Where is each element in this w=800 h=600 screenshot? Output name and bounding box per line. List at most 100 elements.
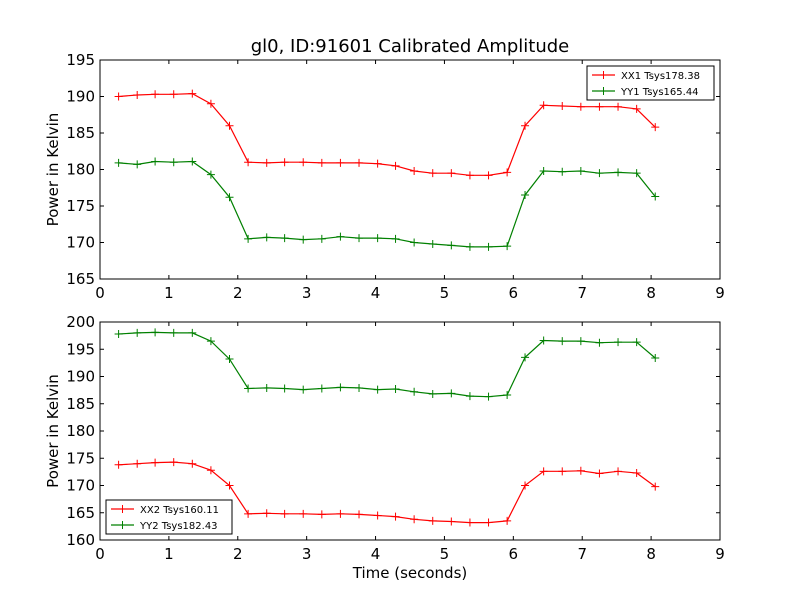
- y-tick-label: 165: [66, 504, 95, 522]
- y-tick-label: 170: [66, 477, 95, 495]
- data-point: [317, 384, 326, 393]
- data-point: [225, 481, 234, 490]
- data-point: [595, 469, 604, 478]
- data-point: [484, 242, 493, 251]
- data-point: [114, 460, 123, 469]
- data-point: [391, 512, 400, 521]
- data-point: [410, 387, 419, 396]
- data-point: [169, 158, 178, 167]
- data-point: [503, 168, 512, 177]
- data-point: [133, 91, 142, 100]
- x-tick-label: 2: [233, 284, 243, 302]
- data-point: [595, 169, 604, 178]
- x-tick-label: 3: [302, 284, 312, 302]
- data-point: [280, 234, 289, 243]
- x-tick-label: 3: [302, 545, 312, 563]
- data-point: [521, 121, 530, 130]
- data-point: [188, 328, 197, 337]
- data-point: [299, 235, 308, 244]
- y-tick-label: 195: [66, 340, 95, 358]
- chart-title: gl0, ID:91601 Calibrated Amplitude: [251, 36, 570, 57]
- data-point: [299, 158, 308, 167]
- data-point: [336, 232, 345, 241]
- data-point: [576, 166, 585, 175]
- data-point: [262, 158, 271, 167]
- legend-entry: YY2 Tsys182.43: [139, 521, 218, 532]
- series-line: [118, 92, 656, 176]
- data-point: [651, 192, 660, 201]
- data-point: [114, 158, 123, 167]
- series-line: [118, 160, 656, 248]
- y-tick-label: 170: [66, 234, 95, 252]
- data-point: [632, 338, 641, 347]
- y-tick-label: 200: [66, 313, 95, 331]
- y-tick-label: 165: [66, 270, 95, 288]
- x-tick-label: 6: [509, 284, 519, 302]
- data-point: [244, 384, 253, 393]
- data-point: [558, 467, 567, 476]
- data-point: [614, 467, 623, 476]
- legend-entry: YY1 Tsys165.44: [620, 87, 699, 98]
- data-point: [651, 353, 660, 362]
- data-point: [206, 99, 215, 108]
- data-point: [317, 234, 326, 243]
- data-point: [447, 241, 456, 250]
- x-tick-label: 1: [164, 284, 174, 302]
- data-point: [447, 517, 456, 526]
- data-point: [539, 166, 548, 175]
- data-point: [539, 467, 548, 476]
- data-point: [558, 167, 567, 176]
- data-point: [280, 158, 289, 167]
- y-tick-label: 195: [66, 51, 95, 69]
- legend-marker: [118, 505, 127, 513]
- data-point: [169, 328, 178, 337]
- data-point: [410, 515, 419, 524]
- data-point: [503, 242, 512, 251]
- data-point: [447, 389, 456, 398]
- y-tick-label: 160: [66, 531, 95, 549]
- y-tick-label: 190: [66, 88, 95, 106]
- x-tick-label: 2: [233, 545, 243, 563]
- data-point: [503, 516, 512, 525]
- data-point: [244, 234, 253, 243]
- data-point: [133, 160, 142, 169]
- data-point: [576, 466, 585, 475]
- data-point: [169, 458, 178, 467]
- data-point: [391, 161, 400, 170]
- legend-entry: XX1 Tsys178.38: [621, 71, 700, 82]
- data-point: [428, 169, 437, 178]
- data-point: [391, 234, 400, 243]
- data-point: [558, 101, 567, 110]
- data-point: [151, 90, 160, 99]
- legend-box: [586, 65, 715, 101]
- data-point: [521, 481, 530, 490]
- data-point: [428, 239, 437, 248]
- legend-marker: [599, 71, 608, 79]
- data-point: [503, 391, 512, 400]
- x-tick-label: 4: [371, 284, 381, 302]
- y-tick-label: 180: [66, 422, 95, 440]
- data-point: [206, 466, 215, 475]
- y-tick-label: 180: [66, 161, 95, 179]
- legend-box: [105, 499, 233, 535]
- series-2: [114, 157, 660, 251]
- data-point: [244, 158, 253, 167]
- data-point: [410, 238, 419, 247]
- data-point: [299, 385, 308, 394]
- data-point: [576, 337, 585, 346]
- series-1: [114, 89, 660, 180]
- data-point: [262, 233, 271, 242]
- y-tick-label: 175: [66, 197, 95, 215]
- data-point: [262, 509, 271, 518]
- data-point: [484, 171, 493, 180]
- data-point: [355, 158, 364, 167]
- x-tick-label: 9: [715, 284, 725, 302]
- x-axis-label: Time (seconds): [352, 564, 468, 582]
- data-point: [465, 242, 474, 251]
- x-tick-label: 1: [164, 545, 174, 563]
- legend-marker: [118, 521, 127, 529]
- y-tick-label: 185: [66, 124, 95, 142]
- data-point: [614, 168, 623, 177]
- data-point: [632, 468, 641, 477]
- x-tick-label: 6: [509, 545, 519, 563]
